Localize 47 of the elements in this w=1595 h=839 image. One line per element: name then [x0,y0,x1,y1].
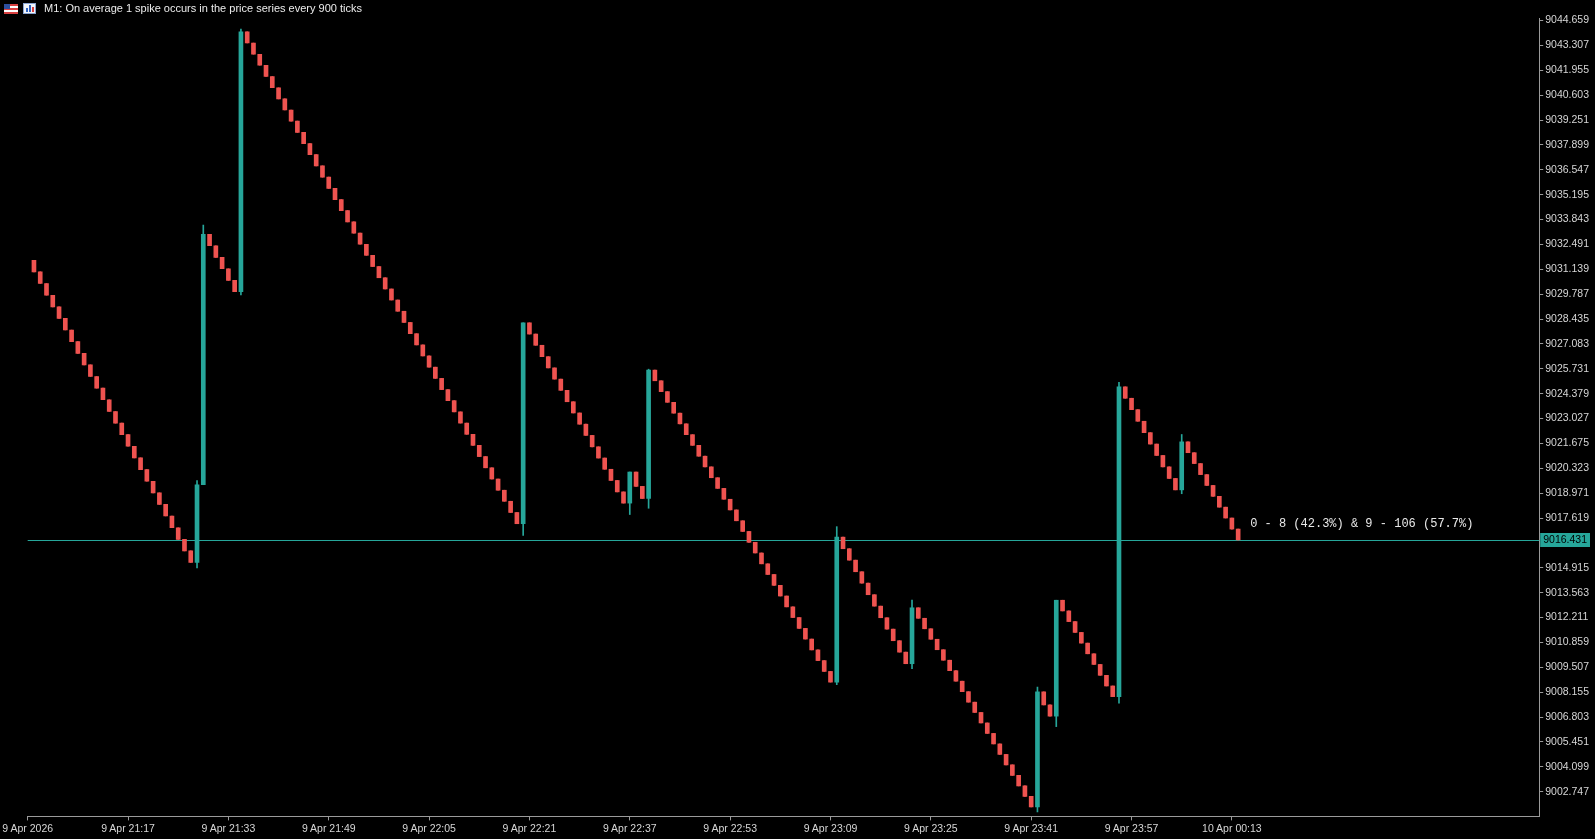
x-tick-label: 9 Apr 21:49 [301,821,356,834]
x-tick-label: 9 Apr 23:41 [1004,821,1059,834]
annotation: 0 - 8 (42.3%) & 9 - 106 (57.7%) [1250,517,1474,532]
y-tick-label: 9021.675 [1545,436,1590,449]
y-tick-label: 9012.211 [1545,610,1589,623]
y-tick-label: 9009.507 [1545,660,1590,673]
y-tick-label: 9010.859 [1545,635,1590,648]
y-tick-label: 9006.803 [1545,709,1590,722]
y-tick-label: 9018.971 [1545,486,1590,499]
x-tick-label: 9 Apr 23:57 [1104,821,1159,834]
y-tick-label: 9028.435 [1545,311,1590,324]
y-tick-label: 9020.323 [1545,461,1590,474]
y-tick-label: 9037.899 [1545,137,1590,150]
x-tick-label: 9 Apr 23:25 [903,821,958,834]
y-tick-label: 9017.619 [1545,510,1590,523]
y-tick-label: 9008.155 [1545,685,1590,698]
x-tick-label: 9 Apr 2026 [2,821,54,834]
y-tick-label: 9002.747 [1545,784,1590,797]
y-tick-label: 9044.659 [1545,13,1590,26]
y-tick-label: 9040.603 [1545,88,1590,101]
y-tick-label: 9024.379 [1545,386,1590,399]
y-tick-label: 9013.563 [1545,585,1590,598]
y-tick-label: 9004.099 [1545,759,1590,772]
x-tick-label: 10 Apr 00:13 [1202,821,1262,834]
y-tick-label: 9005.451 [1545,734,1590,747]
chart-title: M1: On average 1 spike occurs in the price series every 900 ticks [44,2,363,15]
y-tick-label: 9041.955 [1545,63,1590,76]
y-tick-label: 9039.251 [1545,112,1590,125]
x-tick-label: 9 Apr 22:21 [502,821,557,834]
y-tick-label: 9029.787 [1545,287,1590,300]
y-tick-label: 9014.915 [1545,560,1590,573]
y-tick-label: 9035.195 [1545,187,1590,200]
ref-line-label: 9016.431 [1543,532,1588,545]
x-tick-label: 9 Apr 23:09 [803,821,858,834]
x-tick-label: 9 Apr 22:37 [602,821,657,834]
x-tick-label: 9 Apr 22:05 [402,821,457,834]
y-tick-label: 9036.547 [1545,162,1590,175]
y-tick-label: 9031.139 [1545,262,1590,275]
y-tick-label: 9032.491 [1545,237,1590,250]
x-tick-label: 9 Apr 21:17 [101,821,156,834]
y-tick-label: 9023.027 [1545,411,1590,424]
x-tick-label: 9 Apr 22:53 [703,821,758,834]
y-tick-label: 9033.843 [1545,212,1590,225]
y-tick-label: 9043.307 [1545,38,1590,51]
x-tick-label: 9 Apr 21:33 [201,821,256,834]
y-tick-label: 9027.083 [1545,336,1590,349]
y-tick-label: 9025.731 [1545,361,1590,374]
